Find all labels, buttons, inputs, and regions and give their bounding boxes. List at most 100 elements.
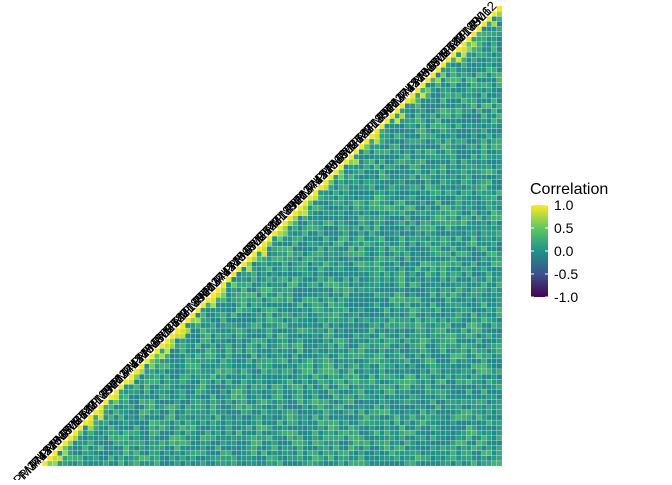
heatmap-cell	[282, 348, 288, 354]
heatmap-cell	[496, 159, 503, 165]
heatmap-cell	[481, 143, 487, 150]
heatmap-cell	[450, 215, 457, 221]
heatmap-cell	[450, 72, 457, 78]
heatmap-cell	[394, 276, 400, 283]
heatmap-cell	[476, 67, 482, 73]
heatmap-cell	[466, 256, 472, 262]
heatmap-cell	[225, 373, 232, 380]
heatmap-cell	[159, 430, 165, 436]
heatmap-cell	[399, 164, 406, 170]
heatmap-cell	[420, 266, 426, 272]
heatmap-cell	[445, 169, 452, 175]
heatmap-cell	[414, 404, 421, 410]
heatmap-cell	[460, 363, 467, 370]
heatmap-cell	[414, 215, 421, 221]
heatmap-cell	[225, 363, 232, 370]
heatmap-cell	[287, 338, 293, 344]
heatmap-cell	[399, 445, 406, 451]
heatmap-cell	[374, 189, 380, 196]
heatmap-cell	[491, 21, 498, 27]
heatmap-cell	[394, 256, 400, 262]
heatmap-cell	[179, 424, 186, 431]
heatmap-cell	[379, 256, 385, 262]
heatmap-cell	[430, 384, 436, 390]
heatmap-cell	[455, 281, 462, 288]
heatmap-cell	[220, 286, 227, 293]
heatmap-cell	[154, 460, 160, 467]
heatmap-cell	[98, 445, 104, 451]
heatmap-cell	[496, 399, 503, 405]
heatmap-cell	[471, 251, 477, 257]
heatmap-cell	[292, 322, 298, 329]
heatmap-cell	[241, 460, 247, 467]
heatmap-cell	[358, 307, 365, 313]
heatmap-cell	[333, 378, 339, 385]
heatmap-cell	[425, 435, 431, 441]
heatmap-cell	[363, 286, 370, 293]
heatmap-cell	[435, 455, 441, 462]
heatmap-cell	[445, 128, 452, 134]
heatmap-cell	[174, 384, 181, 390]
heatmap-cell	[466, 51, 472, 58]
heatmap-cell	[440, 77, 446, 83]
heatmap-cell	[420, 338, 426, 344]
heatmap-cell	[409, 363, 416, 370]
heatmap-cell	[460, 404, 467, 410]
heatmap-cell	[394, 210, 400, 216]
heatmap-cell	[149, 368, 155, 375]
heatmap-cell	[246, 384, 252, 390]
heatmap-cell	[481, 430, 487, 436]
heatmap-cell	[460, 87, 467, 94]
heatmap-cell	[266, 281, 273, 288]
heatmap-cell	[159, 358, 165, 364]
heatmap-cell	[374, 215, 380, 221]
heatmap-cell	[236, 286, 242, 293]
heatmap-cell	[368, 419, 375, 426]
heatmap-cell	[466, 322, 472, 329]
heatmap-cell	[210, 409, 216, 416]
heatmap-cell	[338, 460, 344, 467]
heatmap-cells	[41, 5, 503, 467]
heatmap-cell	[471, 327, 477, 334]
heatmap-cell	[333, 271, 339, 278]
heatmap-cell	[328, 179, 334, 186]
heatmap-cell	[486, 164, 492, 170]
heatmap-cell	[317, 256, 324, 262]
heatmap-cell	[425, 123, 431, 129]
heatmap-cell	[420, 317, 426, 324]
heatmap-cell	[384, 148, 390, 155]
heatmap-cell	[322, 373, 329, 380]
heatmap-cell	[282, 363, 288, 370]
heatmap-cell	[312, 378, 319, 385]
heatmap-cell	[466, 138, 472, 145]
heatmap-cell	[481, 215, 487, 221]
heatmap-cell	[481, 72, 487, 78]
heatmap-cell	[414, 235, 421, 242]
heatmap-cell	[440, 97, 446, 104]
heatmap-cell	[343, 235, 349, 242]
heatmap-cell	[220, 307, 227, 313]
heatmap-cell	[338, 225, 344, 232]
heatmap-cell	[230, 435, 237, 441]
heatmap-cell	[414, 108, 421, 114]
heatmap-cell	[425, 205, 431, 211]
heatmap-cell	[394, 179, 400, 186]
heatmap-cell	[440, 128, 446, 134]
heatmap-cell	[491, 338, 498, 344]
heatmap-cell	[435, 460, 441, 467]
heatmap-cell	[414, 189, 421, 196]
heatmap-cell	[455, 292, 462, 298]
heatmap-cell	[425, 419, 431, 426]
heatmap-cell	[384, 164, 390, 170]
heatmap-cell	[322, 445, 329, 451]
heatmap-cell	[154, 455, 160, 462]
heatmap-cell	[190, 424, 196, 431]
heatmap-cell	[271, 384, 278, 390]
heatmap-cell	[430, 399, 436, 405]
heatmap-cell	[440, 302, 446, 308]
heatmap-cell	[394, 327, 400, 334]
heatmap-cell	[282, 286, 288, 293]
heatmap-cell	[445, 220, 452, 226]
heatmap-cell	[471, 307, 477, 313]
heatmap-cell	[133, 399, 140, 405]
